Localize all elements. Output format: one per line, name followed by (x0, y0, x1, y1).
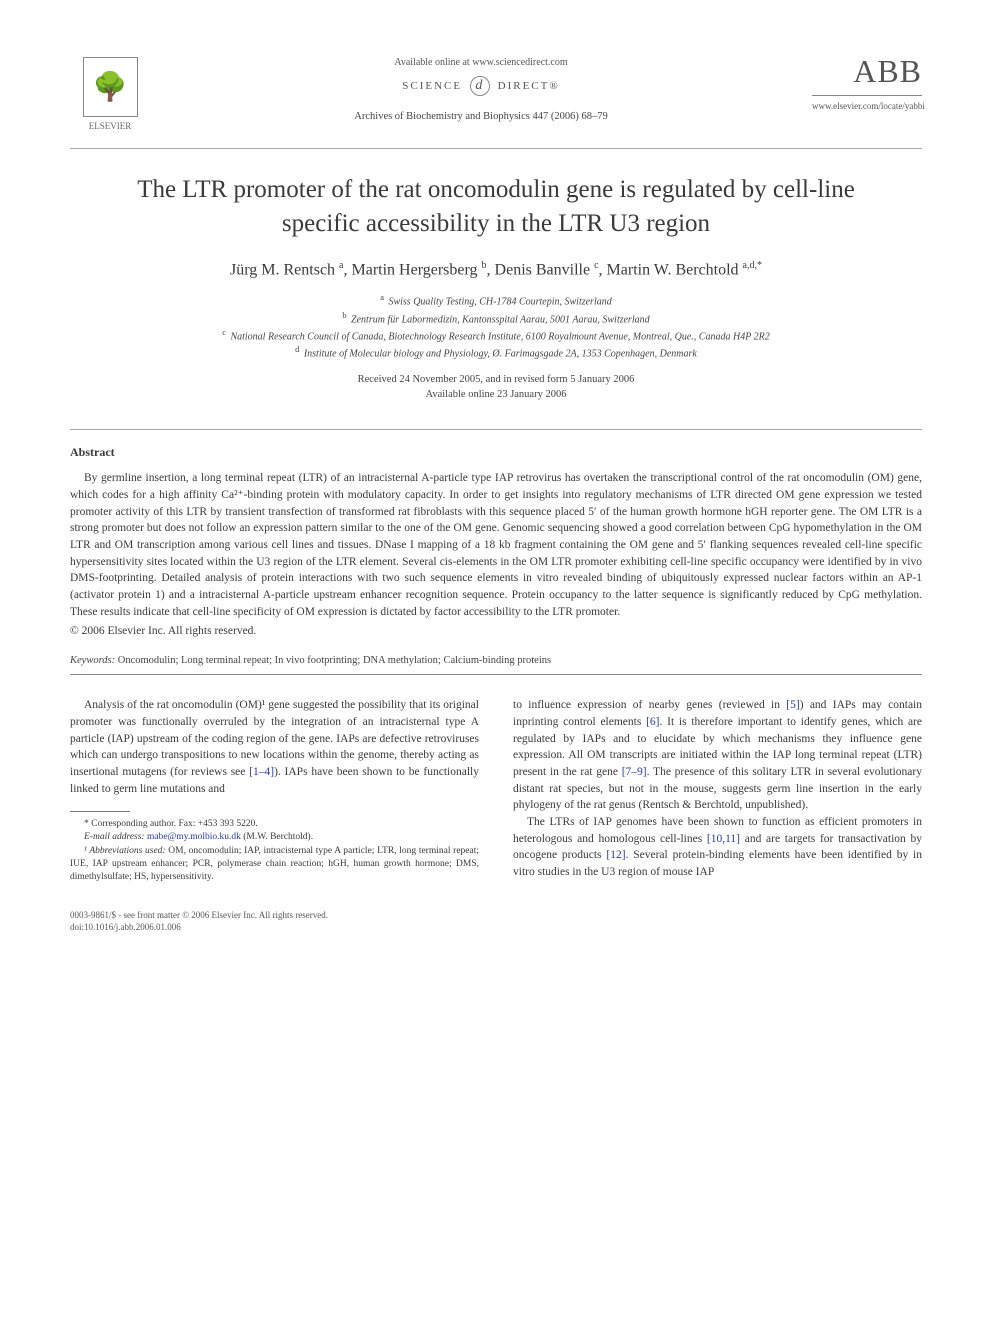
footnote-corresponding: * Corresponding author. Fax: +453 393 52… (70, 818, 479, 831)
header-center: Available online at www.sciencedirect.co… (150, 50, 812, 124)
ref-link-6[interactable]: [6] (646, 716, 659, 728)
ref-link-7-9[interactable]: [7–9] (622, 766, 647, 778)
footnote-email: E-mail address: mabe@my.molbio.ku.dk (M.… (70, 831, 479, 844)
affiliation-line: c National Research Council of Canada, B… (70, 327, 922, 344)
keywords-rule (70, 674, 922, 675)
intro-paragraph-left: Analysis of the rat oncomodulin (OM)¹ ge… (70, 697, 479, 797)
available-online-text: Available online at www.sciencedirect.co… (150, 56, 812, 70)
keywords: Keywords: Oncomodulin; Long terminal rep… (70, 654, 922, 668)
body-columns: Analysis of the rat oncomodulin (OM)¹ ge… (70, 697, 922, 885)
abstract-body: By germline insertion, a long terminal r… (70, 470, 922, 620)
footnote-separator (70, 811, 130, 812)
page-header: 🌳 ELSEVIER Available online at www.scien… (70, 50, 922, 140)
affiliation-line: d Institute of Molecular biology and Phy… (70, 344, 922, 361)
sciencedirect-logo: SCIENCE d DIRECT® (150, 76, 812, 96)
footer-doi: doi:10.1016/j.abb.2006.01.006 (70, 921, 922, 934)
elsevier-tree-icon: 🌳 (83, 57, 138, 117)
intro-paragraph-right-2: The LTRs of IAP genomes have been shown … (513, 814, 922, 881)
authors-line: Jürg M. Rentsch a, Martin Hergersberg b,… (70, 259, 922, 281)
received-date: Received 24 November 2005, and in revise… (70, 372, 922, 388)
affiliations: a Swiss Quality Testing, CH-1784 Courtep… (70, 292, 922, 361)
elsevier-logo: 🌳 ELSEVIER (70, 50, 150, 140)
ref-link-5[interactable]: [5] (786, 699, 799, 711)
article-dates: Received 24 November 2005, and in revise… (70, 372, 922, 404)
affiliation-line: a Swiss Quality Testing, CH-1784 Courtep… (70, 292, 922, 309)
ref-link-12[interactable]: [12] (606, 849, 625, 861)
email-link[interactable]: mabe@my.molbio.ku.dk (147, 832, 241, 842)
journal-brand-logo: ABB www.elsevier.com/locate/yabbi (812, 50, 922, 112)
ref-link-1-4[interactable]: [1–4] (249, 766, 274, 778)
abstract-heading: Abstract (70, 444, 922, 460)
footnote-abbreviations: ¹ Abbreviations used: OM, oncomodulin; I… (70, 845, 479, 885)
elsevier-label: ELSEVIER (89, 120, 132, 132)
abstract-copyright: © 2006 Elsevier Inc. All rights reserved… (70, 624, 922, 640)
ref-link-10-11[interactable]: [10,11] (707, 833, 740, 845)
locate-url: www.elsevier.com/locate/yabbi (812, 100, 922, 112)
header-rule (70, 148, 922, 149)
footer-front-matter: 0003-9861/$ - see front matter © 2006 El… (70, 909, 922, 922)
article-title: The LTR promoter of the rat oncomodulin … (110, 173, 882, 241)
journal-reference: Archives of Biochemistry and Biophysics … (150, 110, 812, 124)
page-footer: 0003-9861/$ - see front matter © 2006 El… (70, 909, 922, 934)
left-column: Analysis of the rat oncomodulin (OM)¹ ge… (70, 697, 479, 885)
online-date: Available online 23 January 2006 (70, 387, 922, 403)
sciencedirect-d-icon: d (470, 76, 490, 96)
abstract-top-rule (70, 429, 922, 430)
abb-label: ABB (812, 50, 922, 96)
affiliation-line: b Zentrum für Labormedizin, Kantonsspita… (70, 310, 922, 327)
intro-paragraph-right-1: to influence expression of nearby genes … (513, 697, 922, 814)
right-column: to influence expression of nearby genes … (513, 697, 922, 885)
